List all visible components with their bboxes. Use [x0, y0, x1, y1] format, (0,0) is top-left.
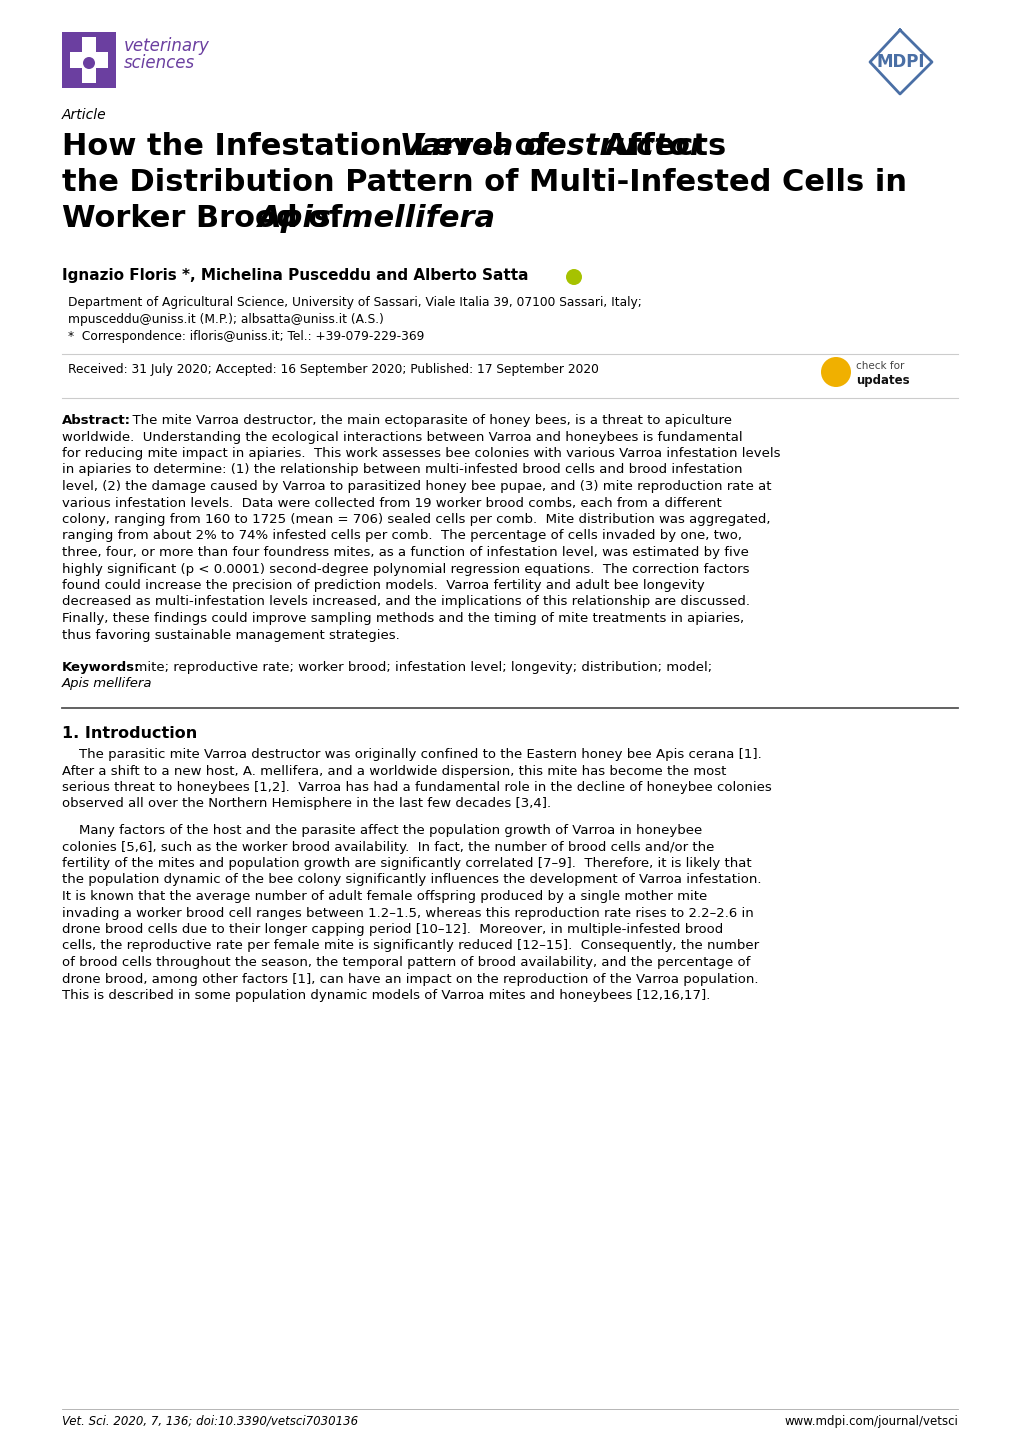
Text: Article: Article — [62, 108, 107, 123]
Text: Affects: Affects — [593, 133, 726, 162]
Bar — [62, 32, 116, 88]
Text: ✓: ✓ — [827, 362, 844, 382]
Text: MDPI: MDPI — [876, 53, 924, 71]
Text: observed all over the Northern Hemisphere in the last few decades [3,4].: observed all over the Northern Hemispher… — [62, 797, 550, 810]
Text: in apiaries to determine: (1) the relationship between multi-infested brood cell: in apiaries to determine: (1) the relati… — [62, 463, 742, 476]
Text: drone brood cells due to their longer capping period [10–12].  Moreover, in mult: drone brood cells due to their longer ca… — [62, 923, 722, 936]
Text: This is described in some population dynamic models of Varroa mites and honeybee: This is described in some population dyn… — [62, 989, 709, 1002]
Text: found could increase the precision of prediction models.  Varroa fertility and a: found could increase the precision of pr… — [62, 580, 704, 593]
Text: Worker Brood of: Worker Brood of — [62, 203, 353, 234]
Text: of brood cells throughout the season, the temporal pattern of brood availability: of brood cells throughout the season, th… — [62, 956, 750, 969]
Text: invading a worker brood cell ranges between 1.2–1.5, whereas this reproduction r: invading a worker brood cell ranges betw… — [62, 907, 753, 920]
Bar — [82, 37, 96, 84]
Text: *  Correspondence: ifloris@uniss.it; Tel.: +39-079-229-369: * Correspondence: ifloris@uniss.it; Tel.… — [68, 330, 424, 343]
Text: ranging from about 2% to 74% infested cells per comb.  The percentage of cells i: ranging from about 2% to 74% infested ce… — [62, 529, 741, 542]
Text: the Distribution Pattern of Multi-Infested Cells in: the Distribution Pattern of Multi-Infest… — [62, 169, 906, 198]
Text: Ignazio Floris *, Michelina Pusceddu and Alberto Satta: Ignazio Floris *, Michelina Pusceddu and… — [62, 268, 528, 283]
Circle shape — [820, 358, 850, 386]
Text: How the Infestation Level of: How the Infestation Level of — [62, 133, 558, 162]
Text: various infestation levels.  Data were collected from 19 worker brood combs, eac: various infestation levels. Data were co… — [62, 496, 721, 509]
Text: www.mdpi.com/journal/vetsci: www.mdpi.com/journal/vetsci — [784, 1415, 957, 1428]
Text: updates: updates — [855, 373, 909, 386]
Text: mpusceddu@uniss.it (M.P.); albsatta@uniss.it (A.S.): mpusceddu@uniss.it (M.P.); albsatta@unis… — [68, 313, 383, 326]
Text: Finally, these findings could improve sampling methods and the timing of mite tr: Finally, these findings could improve sa… — [62, 611, 744, 624]
Text: highly significant (p < 0.0001) second-degree polynomial regression equations.  : highly significant (p < 0.0001) second-d… — [62, 562, 749, 575]
Text: Many factors of the host and the parasite affect the population growth of Varroa: Many factors of the host and the parasit… — [62, 823, 701, 836]
Text: fertility of the mites and population growth are significantly correlated [7–9].: fertility of the mites and population gr… — [62, 857, 751, 870]
Text: Apis mellifera: Apis mellifera — [62, 678, 153, 691]
Text: the population dynamic of the bee colony significantly influences the developmen: the population dynamic of the bee colony… — [62, 874, 761, 887]
Text: After a shift to a new host, A. mellifera, and a worldwide dispersion, this mite: After a shift to a new host, A. mellifer… — [62, 764, 726, 777]
Text: drone brood, among other factors [1], can have an impact on the reproduction of : drone brood, among other factors [1], ca… — [62, 972, 758, 985]
Text: worldwide.  Understanding the ecological interactions between Varroa and honeybe: worldwide. Understanding the ecological … — [62, 431, 742, 444]
Text: colony, ranging from 160 to 1725 (mean = 706) sealed cells per comb.  Mite distr: colony, ranging from 160 to 1725 (mean =… — [62, 513, 769, 526]
Text: thus favoring sustainable management strategies.: thus favoring sustainable management str… — [62, 629, 399, 642]
Text: veterinary: veterinary — [124, 37, 210, 55]
Text: The mite Varroa destructor, the main ectoparasite of honey bees, is a threat to : The mite Varroa destructor, the main ect… — [124, 414, 732, 427]
Circle shape — [83, 58, 95, 69]
Text: decreased as multi-infestation levels increased, and the implications of this re: decreased as multi-infestation levels in… — [62, 596, 749, 609]
Text: mite; reproductive rate; worker brood; infestation level; longevity; distributio: mite; reproductive rate; worker brood; i… — [126, 660, 711, 673]
Text: Apis mellifera: Apis mellifera — [258, 203, 495, 234]
Text: level, (2) the damage caused by Varroa to parasitized honey bee pupae, and (3) m: level, (2) the damage caused by Varroa t… — [62, 480, 770, 493]
Text: cells, the reproductive rate per female mite is significantly reduced [12–15].  : cells, the reproductive rate per female … — [62, 940, 758, 953]
Bar — [70, 52, 108, 68]
Text: It is known that the average number of adult female offspring produced by a sing: It is known that the average number of a… — [62, 890, 706, 903]
Text: three, four, or more than four foundress mites, as a function of infestation lev: three, four, or more than four foundress… — [62, 547, 748, 559]
Text: for reducing mite impact in apiaries.  This work assesses bee colonies with vari: for reducing mite impact in apiaries. Th… — [62, 447, 780, 460]
Text: check for: check for — [855, 360, 904, 371]
Text: Abstract:: Abstract: — [62, 414, 130, 427]
Text: Vet. Sci. 2020, 7, 136; doi:10.3390/vetsci7030136: Vet. Sci. 2020, 7, 136; doi:10.3390/vets… — [62, 1415, 358, 1428]
Circle shape — [566, 270, 582, 286]
Text: Received: 31 July 2020; Accepted: 16 September 2020; Published: 17 September 202: Received: 31 July 2020; Accepted: 16 Sep… — [68, 363, 598, 376]
Text: The parasitic mite Varroa destructor was originally confined to the Eastern hone: The parasitic mite Varroa destructor was… — [62, 748, 761, 761]
Text: iD: iD — [569, 273, 579, 281]
Text: serious threat to honeybees [1,2].  Varroa has had a fundamental role in the dec: serious threat to honeybees [1,2]. Varro… — [62, 782, 771, 795]
Text: Department of Agricultural Science, University of Sassari, Viale Italia 39, 0710: Department of Agricultural Science, Univ… — [68, 296, 641, 309]
Text: 1. Introduction: 1. Introduction — [62, 725, 197, 741]
Text: Varroa destructor: Varroa destructor — [399, 133, 704, 162]
Text: sciences: sciences — [124, 53, 195, 72]
Text: Keywords:: Keywords: — [62, 660, 141, 673]
Text: colonies [5,6], such as the worker brood availability.  In fact, the number of b: colonies [5,6], such as the worker brood… — [62, 841, 713, 854]
